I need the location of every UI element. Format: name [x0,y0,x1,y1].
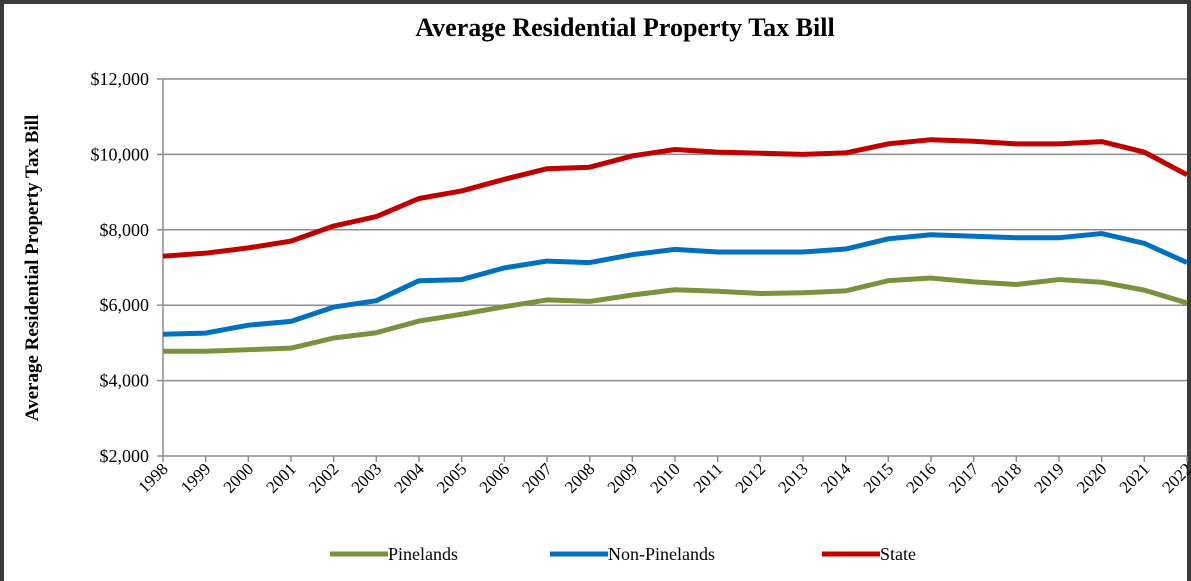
y-axis-label: Average Residential Property Tax Bill [22,115,43,421]
chart-title: Average Residential Property Tax Bill [415,13,834,42]
series-line [162,137,1189,259]
legend-label: Non-Pinelands [608,544,715,564]
series-line [163,275,1188,354]
y-tick-label: $12,000 [91,69,150,89]
y-tick-label: $2,000 [100,446,150,466]
y-tick-label: $4,000 [100,371,150,391]
chart-background [4,4,1187,581]
series-line [162,231,1189,337]
y-tick-label: $6,000 [100,295,150,315]
y-tick-label: $10,000 [91,144,150,164]
legend-label: Pinelands [388,544,458,564]
legend-label: State [880,544,916,564]
y-tick-label: $8,000 [100,220,150,240]
